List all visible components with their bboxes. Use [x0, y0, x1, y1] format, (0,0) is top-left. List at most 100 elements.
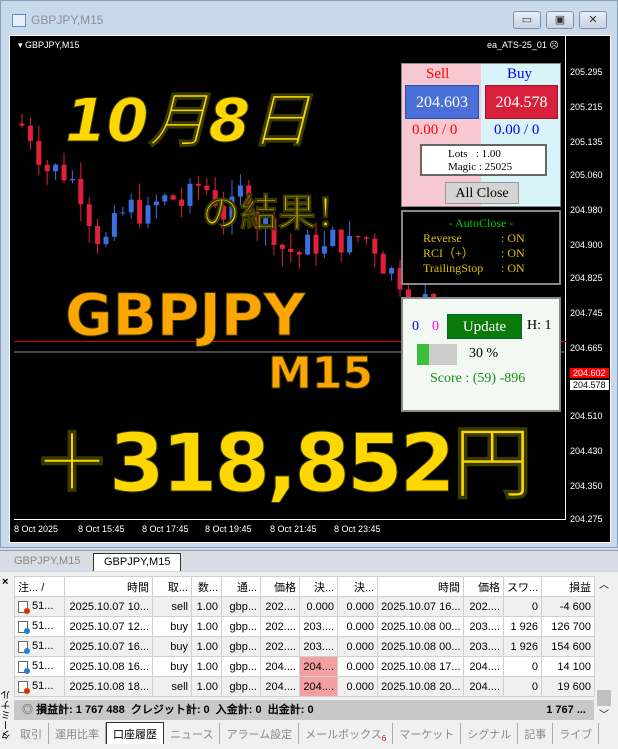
- cell-text: 202....: [265, 620, 296, 633]
- scroll-thumb[interactable]: [597, 690, 611, 706]
- score-panel: 0 0 Update H: 1 30 % Score : (59) -896: [401, 297, 561, 412]
- table-row[interactable]: 51... 2025.10.07 10... sell 1.00 gbp... 202..…: [14, 596, 595, 617]
- price-tick-label: 204.510: [570, 410, 603, 421]
- table-cell: 204....: [260, 676, 300, 697]
- overlay-pair: GBPJPY: [64, 281, 306, 349]
- terminal-tab[interactable]: メールボックス6: [299, 723, 394, 744]
- cell-text: gbp...: [229, 620, 257, 633]
- table-cell: 51...: [14, 616, 65, 637]
- price-tick-label: 204.430: [570, 445, 603, 456]
- cell-text: 2025.10.08 20...: [381, 680, 461, 693]
- scroll-down-icon[interactable]: ﹀: [599, 710, 609, 721]
- candle-body: [111, 213, 117, 237]
- table-cell: 1.00: [191, 596, 222, 617]
- candle-body: [330, 229, 336, 247]
- candle-body: [254, 212, 260, 229]
- table-cell: 204....: [299, 656, 338, 677]
- chart-tab-active[interactable]: GBPJPY,M15: [93, 553, 182, 571]
- table-row[interactable]: 51... 2025.10.07 12... buy 1.00 gbp... 202...…: [14, 616, 595, 637]
- cell-text: 2025.10.08 18...: [69, 680, 149, 693]
- column-header[interactable]: 決...: [299, 576, 338, 597]
- minimize-button[interactable]: ▭: [513, 11, 541, 29]
- price-chart[interactable]: ▾ GBPJPY,M15 ea_ATS-25_01 ☹ 205.295 205.2…: [9, 35, 611, 543]
- column-header[interactable]: 時間: [64, 576, 153, 597]
- candle-body: [296, 252, 302, 255]
- terminal-tab[interactable]: 記事: [518, 723, 554, 744]
- cell-text: 0: [531, 660, 538, 673]
- terminal-tab[interactable]: シグナル: [461, 723, 519, 744]
- column-header[interactable]: 決...: [337, 576, 378, 597]
- tab-label: 記事: [524, 729, 547, 741]
- table-cell: 1.00: [191, 676, 222, 697]
- column-header[interactable]: 損益: [541, 576, 595, 597]
- cell-text: 203....: [469, 620, 500, 633]
- column-header[interactable]: 数...: [191, 576, 222, 597]
- trade-panel: Sell Buy 204.603 204.578 0.00 / 0 0.00 /…: [401, 63, 561, 207]
- column-header[interactable]: 価格: [260, 576, 300, 597]
- sell-button[interactable]: 204.603: [405, 85, 479, 119]
- table-cell: 1.00: [191, 616, 222, 637]
- table-row[interactable]: 51... 2025.10.08 16... buy 1.00 gbp... 204...…: [14, 656, 595, 677]
- candle-body: [397, 268, 403, 290]
- buy-button[interactable]: 204.578: [485, 85, 558, 119]
- ea-label[interactable]: ea_ATS-25_01 ☹: [487, 40, 559, 51]
- column-header[interactable]: スワ...: [503, 576, 542, 597]
- cell-text: 1.00: [196, 660, 218, 673]
- price-tick-label: 204.665: [570, 342, 603, 353]
- table-cell: 2025.10.07 16...: [64, 636, 153, 657]
- table-row[interactable]: 51... 2025.10.07 16... buy 1.00 gbp... 202...…: [14, 636, 595, 657]
- candle-body: [237, 185, 243, 197]
- terminal-tab[interactable]: ニュース: [164, 723, 221, 744]
- time-tick-label: 8 Oct 21:45: [270, 524, 317, 534]
- tab-label: ニュース: [170, 729, 214, 741]
- column-header[interactable]: 価格: [463, 576, 504, 597]
- column-header[interactable]: 通...: [221, 576, 261, 597]
- cell-text: 51...: [32, 620, 54, 633]
- chart-tab[interactable]: GBPJPY,M15: [14, 555, 81, 567]
- terminal-tab[interactable]: 口座履歴: [106, 722, 164, 744]
- table-cell: 2025.10.08 18...: [64, 676, 153, 697]
- price-tick-label: 205.060: [570, 169, 603, 180]
- table-cell: 204....: [299, 676, 338, 697]
- cell-text: 204....: [303, 660, 334, 673]
- terminal-tab[interactable]: アラーム設定: [220, 723, 300, 744]
- column-header[interactable]: 時間: [377, 576, 464, 597]
- table-cell: 154 600: [541, 636, 595, 657]
- vertical-scrollbar[interactable]: ︿ ﹀: [596, 576, 612, 722]
- buy-label: Buy: [507, 66, 533, 82]
- table-cell: 0.000: [337, 636, 378, 657]
- cell-text: buy: [170, 620, 188, 633]
- cell-text: buy: [170, 660, 188, 673]
- score-label: Score : (59) -896: [430, 371, 526, 386]
- terminal-side-label: ターミナル: [2, 690, 13, 740]
- close-button[interactable]: ✕: [579, 11, 607, 29]
- column-header[interactable]: 取...: [152, 576, 192, 597]
- table-row[interactable]: 51... 2025.10.08 18... sell 1.00 gbp... 204..…: [14, 676, 595, 697]
- terminal-tab[interactable]: ライブ: [553, 723, 600, 744]
- cell-text: 1.00: [196, 620, 218, 633]
- cell-text: 1.00: [196, 680, 218, 693]
- candle-body: [137, 199, 143, 224]
- chart-symbol-label[interactable]: ▾ GBPJPY,M15: [18, 40, 80, 50]
- all-close-button[interactable]: All Close: [445, 182, 519, 204]
- terminal-tab[interactable]: 取引: [14, 723, 49, 744]
- cell-text: 204....: [303, 680, 334, 693]
- terminal-tab[interactable]: マーケット: [393, 723, 462, 744]
- table-cell: 204....: [463, 656, 504, 677]
- candle-body: [363, 237, 369, 239]
- candle-body: [279, 244, 285, 249]
- chart-tabs: GBPJPY,M15 GBPJPY,M15: [0, 550, 618, 571]
- cell-text: 2025.10.07 16...: [381, 600, 461, 613]
- cell-text: 2025.10.08 00...: [381, 640, 461, 653]
- update-button[interactable]: Update: [447, 314, 522, 339]
- maximize-button[interactable]: ▣: [546, 11, 574, 29]
- column-header[interactable]: 注... /: [14, 576, 65, 597]
- scroll-up-icon[interactable]: ︿: [599, 580, 609, 591]
- candle-body: [53, 164, 59, 172]
- terminal-tab[interactable]: 運用比率: [49, 723, 106, 744]
- close-terminal-icon[interactable]: ×: [2, 576, 9, 588]
- progress-fill: [417, 344, 429, 365]
- candle-body: [380, 253, 386, 274]
- title-bar[interactable]: GBPJPY,M15 ▭ ▣ ✕: [1, 1, 617, 35]
- cell-text: gbp...: [229, 640, 257, 653]
